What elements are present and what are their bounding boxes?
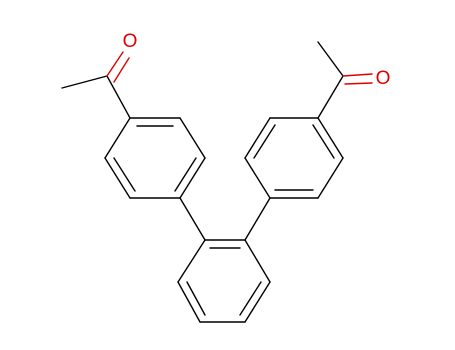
bonds — [61, 41, 373, 323]
atom-label: O — [376, 68, 391, 89]
atom-label: O — [123, 31, 138, 52]
